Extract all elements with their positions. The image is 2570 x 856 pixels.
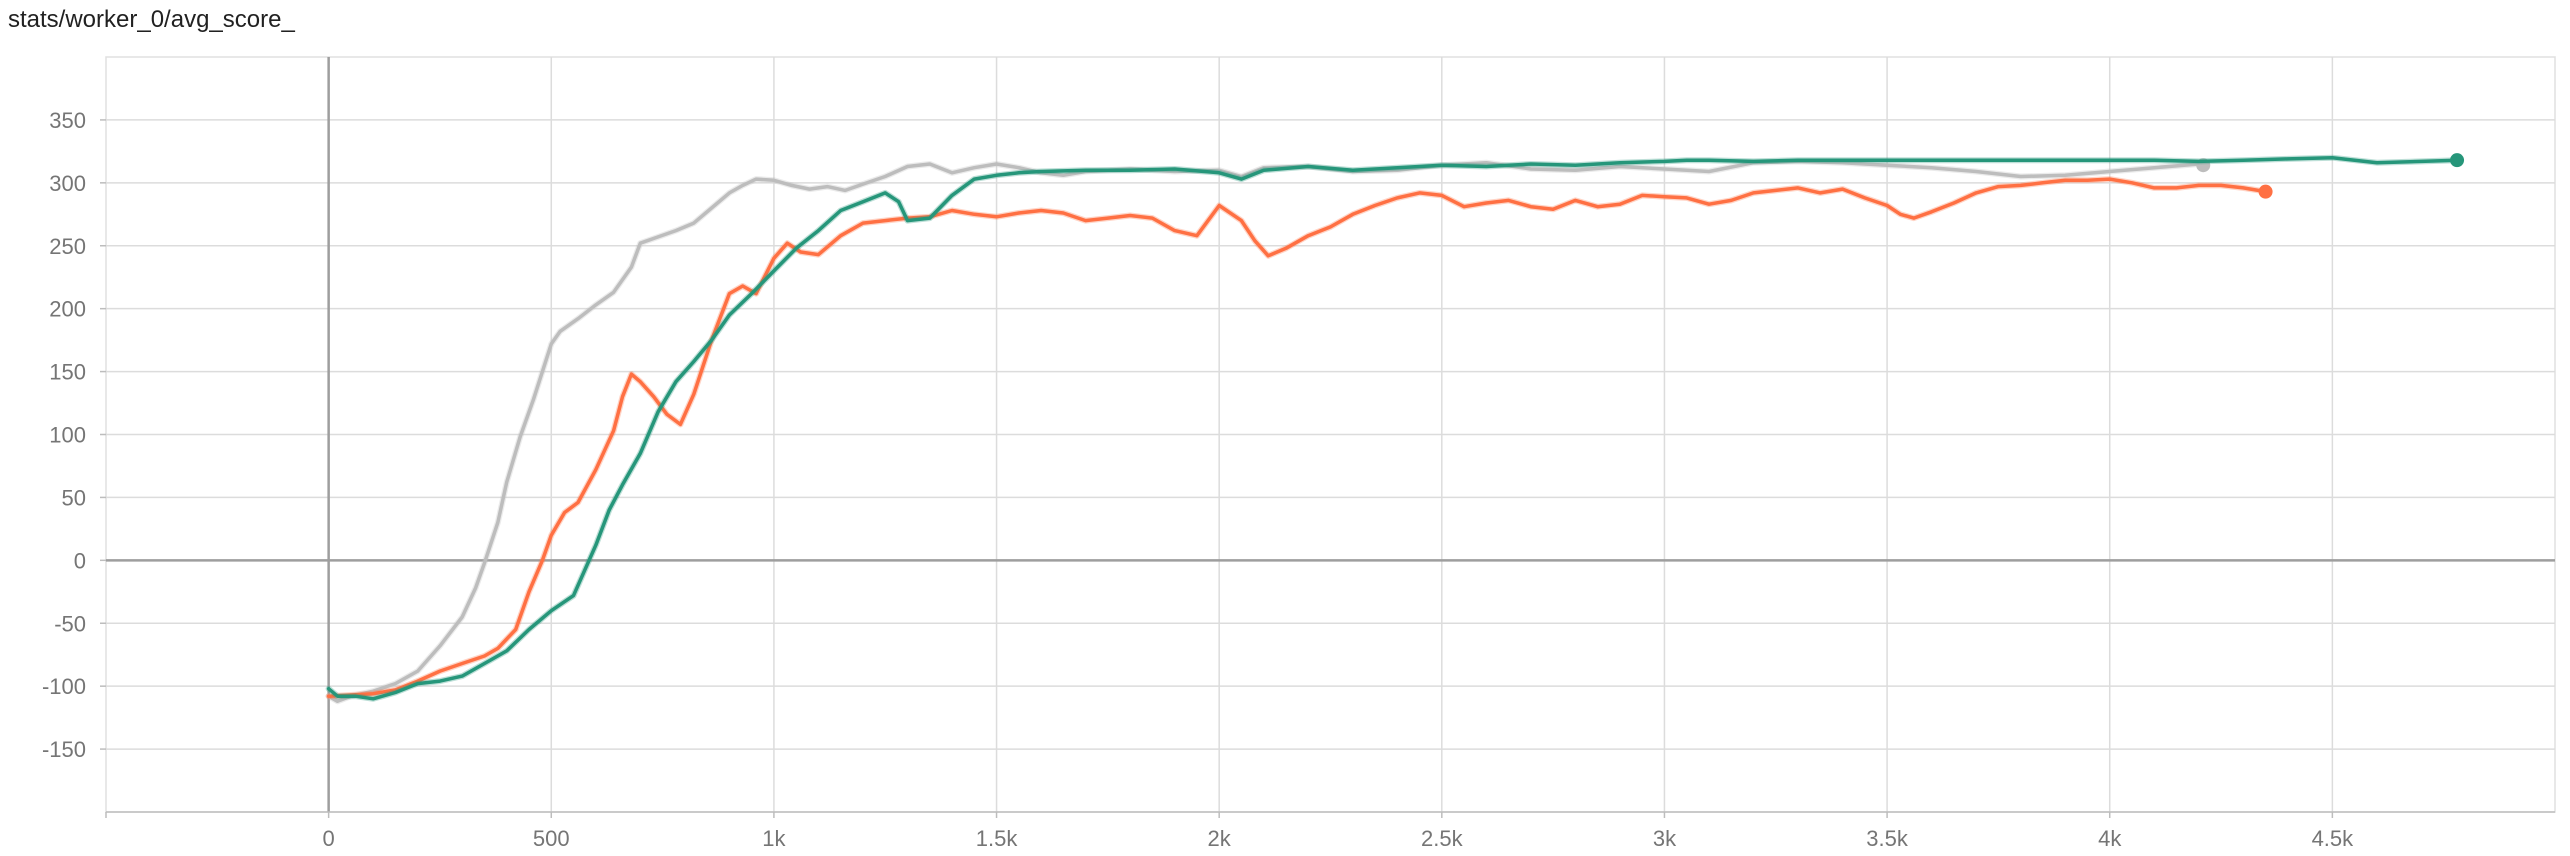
- x-tick-label: 4.5k: [2312, 826, 2355, 851]
- series-line-shadow: [325, 176, 2269, 700]
- x-tick-label: 1.5k: [976, 826, 1019, 851]
- series-line: [326, 177, 2268, 698]
- gridlines: [105, 56, 2556, 813]
- series-lines: [325, 153, 2465, 705]
- series-2: [325, 153, 2465, 702]
- x-tick-label: 4k: [2098, 826, 2122, 851]
- series-line: [326, 155, 2459, 701]
- x-tick-label: 500: [533, 826, 570, 851]
- y-tick-label: 200: [49, 297, 86, 322]
- series-end-marker: [2450, 153, 2465, 168]
- axes: [100, 57, 2555, 818]
- x-tick-label: 2k: [1208, 826, 1232, 851]
- x-tick-label: 0: [323, 826, 335, 851]
- y-tick-label: -150: [42, 737, 86, 762]
- y-tick-label: 100: [49, 423, 86, 448]
- series-line-shadow: [325, 158, 2207, 705]
- x-tick-label: 3k: [1653, 826, 1677, 851]
- series-1: [325, 176, 2273, 700]
- y-tick-label: -50: [54, 611, 86, 636]
- y-tick-label: 0: [74, 548, 86, 573]
- series-line: [326, 159, 2205, 704]
- y-tick-label: 350: [49, 108, 86, 133]
- tick-labels: -150 -100 -50 0 50 100 150 200 250 300 350 0 500 1k 1.…: [42, 108, 2354, 851]
- y-tick-label: 50: [62, 485, 86, 510]
- x-tick-label: 1k: [762, 826, 786, 851]
- y-tick-label: 250: [49, 234, 86, 259]
- y-tick-label: 150: [49, 360, 86, 385]
- chart-title: stats/worker_0/avg_score_: [8, 6, 295, 33]
- x-tick-label: 3.5k: [1866, 826, 1909, 851]
- series-0: [325, 158, 2211, 705]
- x-tick-label: 2.5k: [1421, 826, 1464, 851]
- y-tick-label: 300: [49, 171, 86, 196]
- y-tick-label: -100: [42, 674, 86, 699]
- series-end-marker: [2258, 184, 2273, 199]
